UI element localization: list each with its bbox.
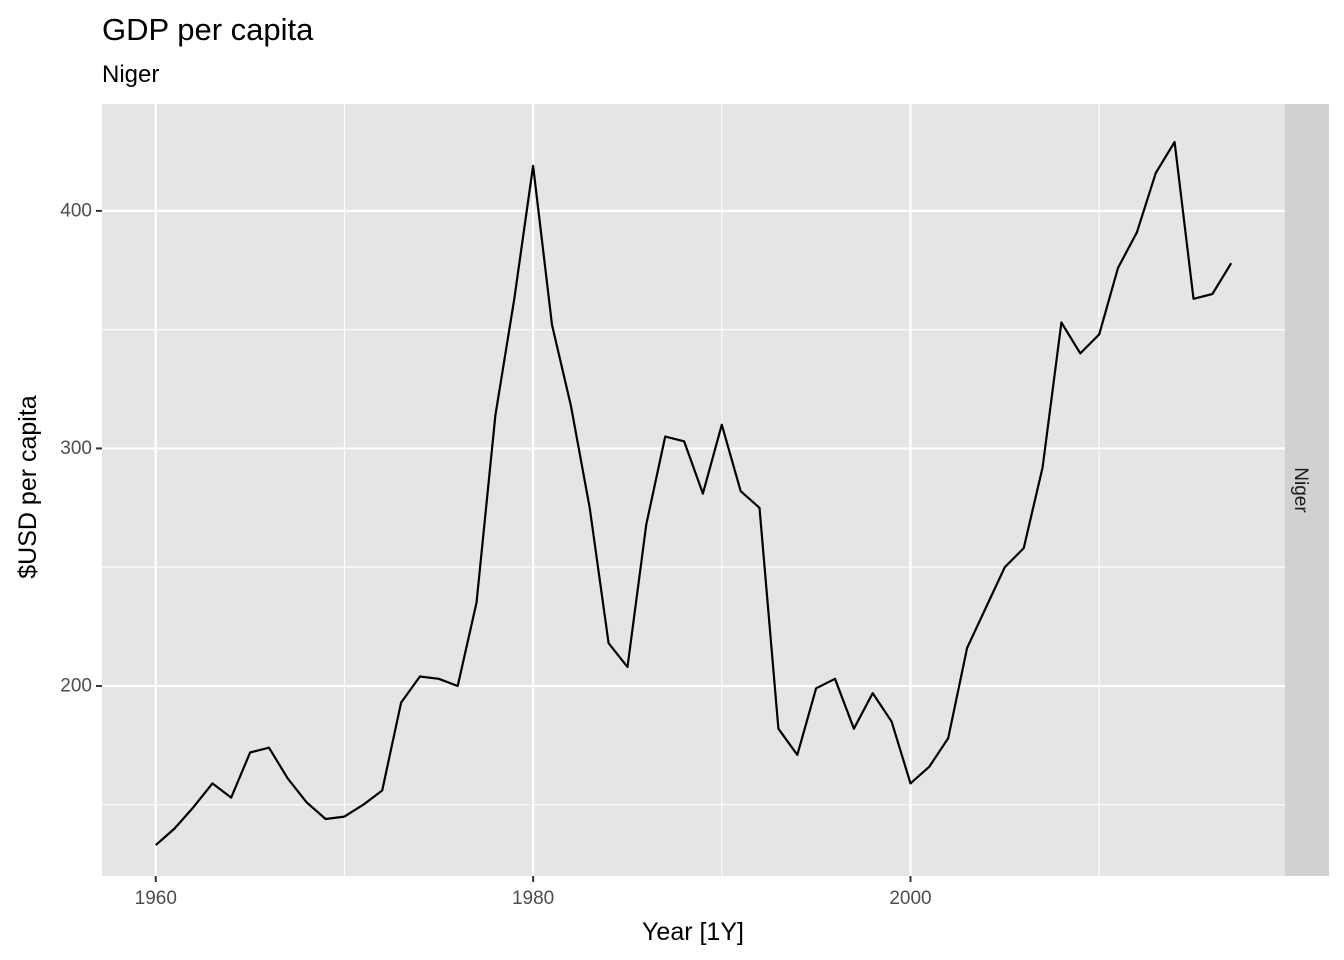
plot-panel (102, 104, 1285, 876)
facet-strip (1285, 104, 1329, 876)
y-tick-label-300: 300 (60, 438, 92, 459)
y-axis-title: $USD per capita (14, 395, 42, 579)
y-axis: 200 300 400 (60, 200, 102, 696)
y-tick-label-200: 200 (60, 675, 92, 696)
minor-gridlines (102, 104, 1285, 876)
major-gridlines (102, 104, 1285, 876)
x-axis: 1960 1980 2000 (135, 876, 932, 909)
chart-subtitle: Niger (102, 61, 159, 88)
facet-strip-label: Niger (1290, 467, 1311, 513)
x-tick-label-1960: 1960 (135, 888, 177, 909)
x-tick-label-2000: 2000 (889, 888, 931, 909)
x-axis-title: Year [1Y] (642, 918, 744, 946)
chart-title: GDP per capita (102, 12, 314, 47)
y-tick-label-400: 400 (60, 200, 92, 221)
x-tick-label-1980: 1980 (512, 888, 554, 909)
series-line-gdp-per-capita (155, 140, 1233, 846)
